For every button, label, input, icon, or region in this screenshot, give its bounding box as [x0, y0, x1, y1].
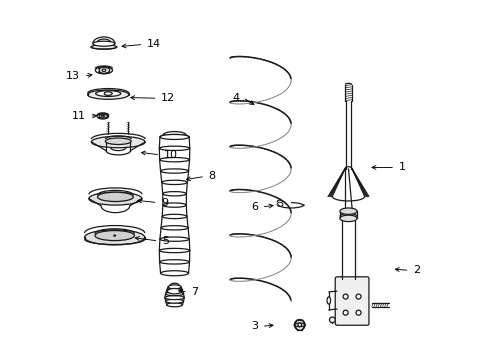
Ellipse shape [162, 180, 187, 185]
Text: 6: 6 [251, 202, 258, 212]
Ellipse shape [329, 317, 335, 323]
Ellipse shape [163, 203, 186, 207]
Ellipse shape [101, 115, 104, 117]
Ellipse shape [160, 134, 189, 139]
Ellipse shape [87, 90, 128, 99]
Ellipse shape [161, 226, 188, 230]
Ellipse shape [102, 69, 105, 72]
Ellipse shape [326, 297, 330, 304]
Text: 1: 1 [398, 162, 405, 172]
FancyBboxPatch shape [335, 277, 368, 325]
Ellipse shape [95, 67, 112, 74]
Ellipse shape [96, 91, 121, 96]
Text: 4: 4 [231, 93, 239, 103]
Ellipse shape [343, 294, 347, 299]
Text: 8: 8 [208, 171, 215, 181]
Ellipse shape [160, 271, 188, 276]
Ellipse shape [166, 303, 182, 307]
Ellipse shape [355, 294, 360, 299]
Text: 2: 2 [412, 265, 419, 275]
Text: 14: 14 [147, 40, 161, 49]
Ellipse shape [166, 288, 182, 292]
Text: 10: 10 [163, 150, 178, 160]
Ellipse shape [164, 296, 184, 300]
Ellipse shape [97, 192, 133, 202]
Ellipse shape [355, 310, 360, 315]
Ellipse shape [160, 169, 188, 173]
Ellipse shape [97, 113, 108, 119]
Ellipse shape [105, 138, 131, 144]
Text: 12: 12 [161, 93, 175, 103]
Ellipse shape [93, 41, 115, 46]
Ellipse shape [167, 288, 182, 294]
Ellipse shape [165, 292, 183, 296]
Ellipse shape [160, 237, 189, 241]
Ellipse shape [159, 158, 189, 162]
Ellipse shape [89, 192, 142, 205]
Text: 5: 5 [162, 236, 169, 246]
Ellipse shape [159, 260, 189, 264]
Ellipse shape [91, 45, 117, 49]
Ellipse shape [159, 146, 189, 150]
Ellipse shape [339, 215, 356, 222]
Ellipse shape [294, 319, 305, 330]
Ellipse shape [165, 299, 183, 303]
Text: 3: 3 [251, 321, 258, 331]
Ellipse shape [104, 92, 112, 95]
Ellipse shape [168, 285, 181, 289]
Ellipse shape [343, 310, 347, 315]
Ellipse shape [297, 323, 301, 327]
Ellipse shape [91, 136, 145, 148]
Ellipse shape [84, 230, 144, 245]
Text: 7: 7 [191, 287, 198, 297]
Ellipse shape [114, 235, 115, 236]
Ellipse shape [163, 192, 186, 196]
Text: 9: 9 [161, 198, 168, 208]
Ellipse shape [159, 248, 189, 253]
Text: 13: 13 [66, 71, 80, 81]
Ellipse shape [162, 214, 186, 219]
Text: 11: 11 [72, 111, 86, 121]
Ellipse shape [95, 230, 134, 240]
Ellipse shape [339, 208, 356, 215]
